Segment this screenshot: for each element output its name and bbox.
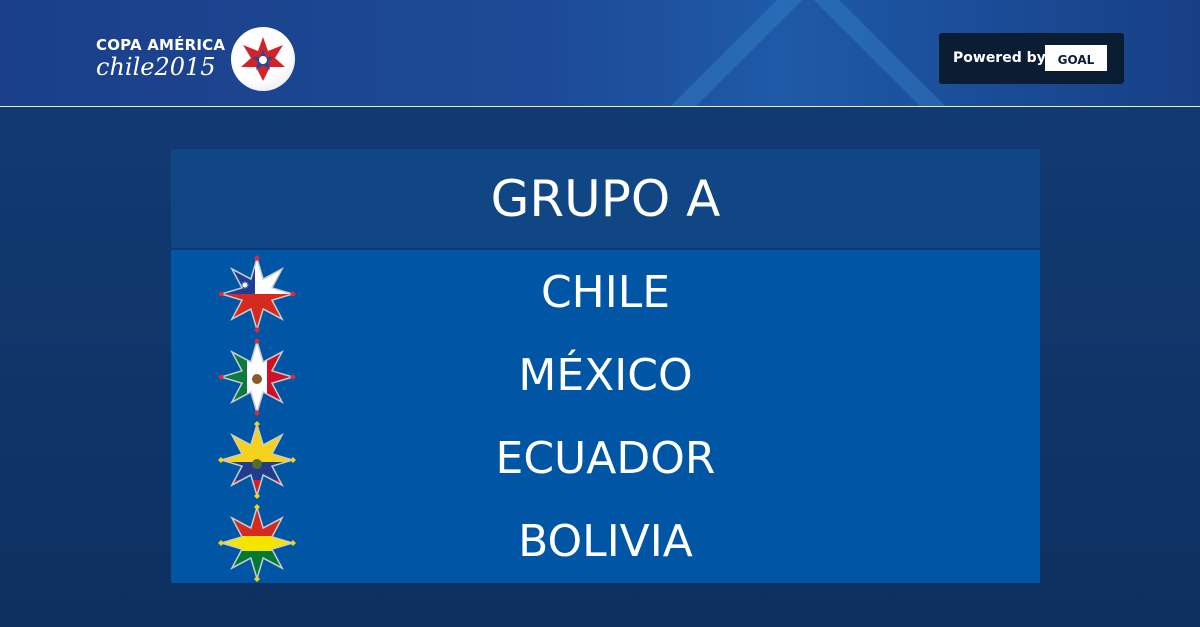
team-list: CHILE MÉXICO ECUADOR BOLIVIA: [171, 250, 1040, 583]
dot-decoration: [290, 457, 296, 463]
dot-decoration: [218, 540, 224, 546]
dot-decoration: [254, 327, 260, 333]
dot-decoration: [218, 457, 224, 463]
group-title: GRUPO A: [171, 149, 1040, 250]
dot-decoration: [218, 291, 224, 297]
mexico-flag-star-icon: [218, 338, 296, 416]
dot-decoration: [290, 374, 296, 380]
dot-decoration: [218, 374, 224, 380]
dot-decoration: [290, 540, 296, 546]
dot-decoration: [254, 338, 260, 344]
copa-america-logo: COPA AMÉRICA chile2015: [96, 36, 225, 80]
team-name: CHILE: [540, 267, 671, 318]
team-row: ECUADOR: [171, 417, 1040, 500]
powered-by-goal-badge[interactable]: Powered by GOAL: [939, 33, 1124, 84]
ecuador-flag-star-icon: [218, 421, 296, 499]
team-name: ECUADOR: [495, 433, 716, 484]
logo-subtitle: chile2015: [96, 53, 216, 81]
group-panel: GRUPO A CHILE MÉXICO ECUADOR BOLIVIA: [171, 149, 1040, 583]
dot-decoration: [254, 255, 260, 261]
ball-icon: [231, 27, 295, 91]
header-bar: COPA AMÉRICA chile2015 Powered by GOAL: [0, 0, 1200, 107]
dot-decoration: [254, 576, 260, 582]
dot-decoration: [254, 421, 260, 427]
team-name: MÉXICO: [518, 350, 693, 401]
bolivia-flag-star-icon: [218, 504, 296, 582]
goal-logo: GOAL: [1045, 45, 1107, 71]
team-row: CHILE: [171, 251, 1040, 334]
dot-decoration: [290, 291, 296, 297]
team-name: BOLIVIA: [518, 516, 693, 567]
dot-decoration: [254, 410, 260, 416]
team-row: MÉXICO: [171, 334, 1040, 417]
dot-decoration: [254, 504, 260, 510]
team-row: BOLIVIA: [171, 500, 1040, 583]
logo-title: COPA AMÉRICA: [96, 36, 226, 54]
powered-by-label: Powered by: [953, 50, 1046, 66]
chile-flag-star-icon: [218, 255, 296, 333]
dot-decoration: [254, 493, 260, 499]
